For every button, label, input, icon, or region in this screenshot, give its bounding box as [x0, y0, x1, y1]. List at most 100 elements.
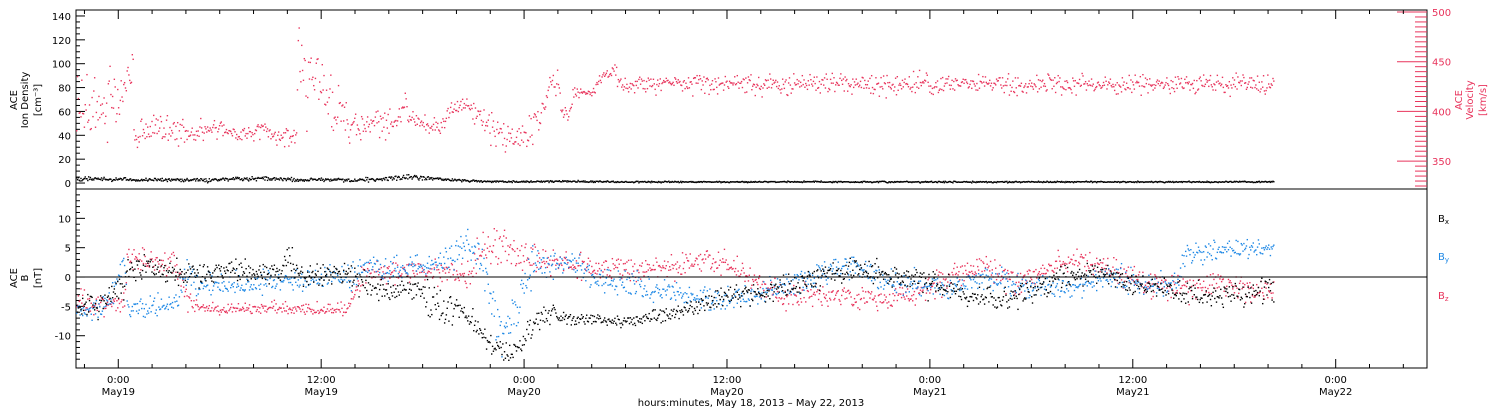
data-point	[480, 264, 483, 266]
data-point	[1211, 181, 1213, 184]
data-point	[420, 271, 423, 273]
data-point	[137, 312, 140, 315]
data-point	[1036, 74, 1038, 77]
data-point	[457, 110, 460, 113]
data-point	[336, 179, 338, 181]
data-point	[280, 177, 282, 179]
data-point	[215, 306, 217, 308]
data-point	[278, 306, 281, 309]
data-point	[101, 103, 104, 105]
data-point	[272, 279, 275, 282]
data-point	[1116, 82, 1118, 84]
data-point	[1137, 180, 1139, 182]
data-point	[502, 180, 504, 182]
data-point	[1125, 181, 1127, 184]
data-point	[408, 281, 411, 283]
data-point	[771, 180, 774, 183]
data-point	[441, 266, 443, 269]
data-point	[374, 180, 377, 182]
data-point	[219, 289, 222, 292]
data-point	[805, 181, 808, 183]
data-point	[852, 181, 854, 183]
data-point	[967, 274, 970, 276]
data-point	[417, 178, 419, 180]
data-point	[110, 298, 112, 300]
data-point	[1119, 85, 1121, 87]
data-point	[678, 267, 680, 269]
data-point	[746, 82, 749, 84]
data-point	[331, 126, 333, 128]
data-point	[681, 252, 684, 254]
data-point	[378, 274, 380, 276]
data-point	[1256, 75, 1259, 77]
data-point	[499, 236, 501, 238]
data-point	[801, 181, 804, 184]
data-point	[87, 309, 90, 312]
data-point	[408, 264, 410, 267]
data-point	[873, 88, 875, 91]
data-point	[131, 179, 134, 181]
data-point	[1093, 181, 1095, 183]
data-point	[658, 82, 661, 85]
data-point	[719, 83, 721, 85]
data-point	[289, 307, 291, 309]
data-point	[200, 117, 202, 120]
data-point	[689, 181, 691, 183]
data-point	[1096, 85, 1098, 88]
data-point	[467, 273, 470, 276]
data-point	[582, 91, 584, 93]
data-point	[597, 270, 599, 272]
data-point	[1181, 284, 1183, 287]
data-point	[1064, 262, 1066, 265]
data-point	[216, 310, 218, 312]
data-point	[594, 92, 596, 94]
data-point	[1006, 278, 1008, 280]
data-point	[274, 309, 276, 312]
data-point	[550, 83, 553, 86]
data-point	[1018, 85, 1020, 87]
data-point	[675, 80, 678, 83]
data-point	[188, 266, 191, 268]
data-point	[734, 181, 736, 183]
data-point	[609, 72, 612, 75]
data-point	[904, 180, 906, 183]
data-point	[220, 121, 223, 123]
data-point	[93, 302, 95, 304]
data-point	[473, 253, 476, 255]
data-point	[866, 301, 869, 303]
data-point	[501, 131, 503, 134]
data-point	[427, 270, 430, 272]
data-point	[402, 174, 405, 177]
data-point	[878, 95, 881, 97]
data-point	[1211, 284, 1213, 286]
data-point	[244, 302, 246, 304]
data-point	[1169, 286, 1171, 289]
data-point	[1072, 254, 1075, 256]
data-point	[1111, 181, 1113, 183]
data-point	[112, 178, 115, 181]
data-point	[964, 265, 966, 267]
data-point	[263, 305, 265, 307]
data-point	[138, 180, 140, 182]
data-point	[1030, 82, 1033, 84]
data-point	[264, 277, 266, 280]
data-point	[313, 89, 316, 91]
data-point	[1110, 270, 1112, 273]
data-point	[985, 81, 988, 84]
data-point	[705, 78, 708, 80]
data-point	[1070, 258, 1072, 260]
data-point	[500, 261, 502, 264]
data-point	[238, 135, 240, 138]
data-point	[942, 89, 945, 92]
data-point	[477, 258, 479, 260]
data-point	[1029, 79, 1031, 82]
data-point	[761, 181, 763, 183]
data-point	[1196, 282, 1198, 285]
data-point	[170, 306, 173, 308]
data-point	[251, 132, 253, 134]
data-point	[475, 117, 478, 119]
data-point	[691, 263, 693, 265]
data-point	[395, 262, 397, 264]
data-point	[309, 283, 312, 285]
data-point	[279, 139, 282, 142]
